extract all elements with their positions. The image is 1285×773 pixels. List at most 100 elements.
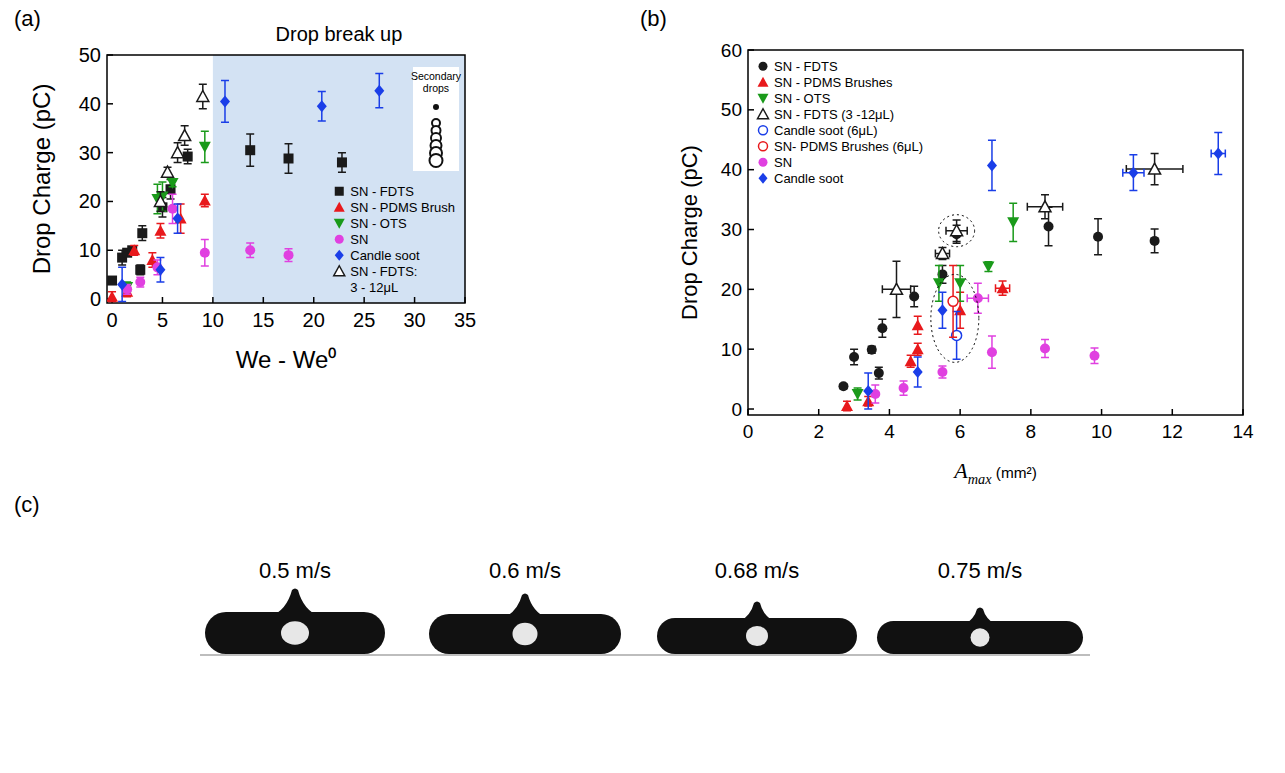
y-tick-label: 20 (79, 190, 101, 212)
legend-marker (758, 77, 769, 87)
marker (954, 278, 966, 289)
substrate (200, 654, 1090, 656)
marker (200, 248, 210, 258)
marker (933, 278, 945, 289)
marker (199, 142, 211, 153)
marker (183, 152, 193, 162)
marker (913, 366, 923, 378)
drop-highlight (513, 623, 538, 645)
plot-frame (107, 55, 465, 303)
legend-marker (759, 142, 768, 151)
error-bar (118, 267, 126, 301)
x-tick-label: 0 (743, 421, 754, 442)
error-bar (988, 336, 996, 368)
error-bar (1041, 340, 1049, 358)
y-axis-title: Drop Charge (pC) (28, 84, 55, 275)
legend-marker (759, 158, 768, 167)
legend-label-line: SN - FDTS (350, 184, 414, 199)
series (122, 194, 293, 294)
error-bar (878, 319, 886, 337)
legend-label: SN (774, 155, 792, 170)
legend-label: SN - PDMS Brush (350, 200, 455, 215)
legend-label: SN (350, 232, 368, 247)
marker (245, 145, 255, 155)
error-bar (875, 367, 883, 379)
y-tick (748, 289, 754, 291)
error-bar (864, 373, 872, 409)
marker (317, 100, 327, 112)
x-tick-label: 4 (884, 421, 895, 442)
drop-body (877, 621, 1083, 654)
marker (1039, 201, 1051, 212)
legend-marker (759, 126, 768, 135)
marker (172, 147, 184, 158)
y-tick-label: 50 (79, 44, 101, 66)
y-tick (107, 201, 113, 203)
marker (948, 296, 958, 306)
marker (179, 130, 191, 141)
chart-panel: (a)Drop break upSecondarydrops0510152025… (14, 6, 476, 373)
marker (912, 343, 924, 354)
error-bar (375, 74, 383, 108)
marker (162, 166, 174, 177)
drop-body (657, 618, 857, 654)
x-axis-title-unit: (mm²) (991, 464, 1036, 481)
x-tick-label: 15 (252, 309, 274, 331)
marker (1093, 232, 1103, 242)
legend-label: SN - PDMS Brushes (774, 75, 893, 90)
x-tick (162, 297, 164, 303)
error-bar (900, 381, 908, 395)
marker (167, 178, 179, 189)
error-bar (338, 153, 346, 173)
figure: (a)Drop break upSecondarydrops0510152025… (0, 0, 1285, 773)
marker (867, 345, 877, 355)
error-bar (914, 357, 922, 387)
x-tick-label: 35 (454, 309, 476, 331)
marker (841, 400, 853, 411)
series (107, 134, 347, 285)
marker (197, 90, 209, 101)
inset (413, 67, 459, 171)
marker (284, 153, 294, 163)
marker (1213, 148, 1223, 160)
error-bar (184, 149, 192, 164)
legend-label: SN - FDTS (350, 184, 414, 199)
series (882, 154, 1183, 318)
marker (154, 225, 166, 236)
panel-label: (b) (640, 6, 667, 31)
legend-label-line: 3 - 12μL (350, 280, 398, 295)
y-tick-label: 20 (721, 279, 742, 300)
error-bar (174, 204, 182, 233)
data-layer (838, 133, 1225, 411)
marker (128, 244, 140, 255)
marker (337, 157, 347, 167)
y-tick-label: 50 (721, 99, 742, 120)
series (107, 194, 211, 302)
legend-label: SN - FDTS (774, 59, 838, 74)
region-label: Drop break up (276, 23, 403, 45)
marker (135, 277, 145, 287)
drop-highlight (746, 626, 768, 646)
marker (912, 319, 924, 330)
marker (849, 352, 859, 362)
plot-frame (748, 50, 1243, 415)
legend-marker (758, 94, 769, 104)
x-axis-title-part: A (952, 458, 968, 483)
x-tick-label: 20 (303, 309, 325, 331)
marker (154, 195, 166, 206)
y-tick (107, 103, 113, 105)
chart-panel: (b)024681012140102030405060Drop Charge (… (640, 6, 1254, 487)
x-tick (889, 409, 891, 415)
x-tick (747, 409, 749, 415)
error-bar (156, 258, 164, 282)
x-tick (1030, 409, 1032, 415)
marker (107, 291, 118, 302)
legend-label: Candle soot (6μL) (774, 123, 878, 138)
marker (173, 213, 183, 225)
marker (284, 250, 294, 260)
marker (374, 85, 384, 97)
x-tick (212, 297, 214, 303)
x-tick-label: 10 (1091, 421, 1112, 442)
y-tick (107, 250, 113, 252)
marker (245, 245, 255, 255)
